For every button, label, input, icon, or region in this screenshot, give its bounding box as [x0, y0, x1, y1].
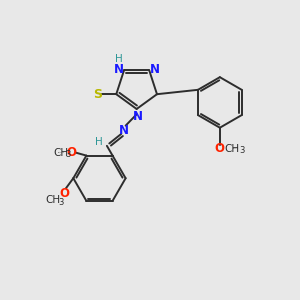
- Text: 3: 3: [239, 146, 245, 155]
- Text: N: N: [133, 110, 143, 123]
- Text: CH: CH: [46, 195, 61, 205]
- Text: O: O: [215, 142, 225, 155]
- Text: N: N: [114, 63, 124, 76]
- Text: N: N: [150, 63, 160, 76]
- Text: 3: 3: [58, 198, 64, 207]
- Text: H: H: [115, 54, 123, 64]
- Text: S: S: [93, 88, 102, 101]
- Text: CH: CH: [53, 148, 68, 158]
- Text: 3: 3: [65, 151, 71, 160]
- Text: methoxy: methoxy: [233, 148, 239, 149]
- Text: O: O: [67, 146, 76, 159]
- Text: methoxy2: methoxy2: [58, 152, 65, 153]
- Text: H: H: [95, 137, 103, 147]
- Text: O: O: [59, 187, 69, 200]
- Text: N: N: [119, 124, 129, 137]
- Text: CH: CH: [225, 143, 240, 154]
